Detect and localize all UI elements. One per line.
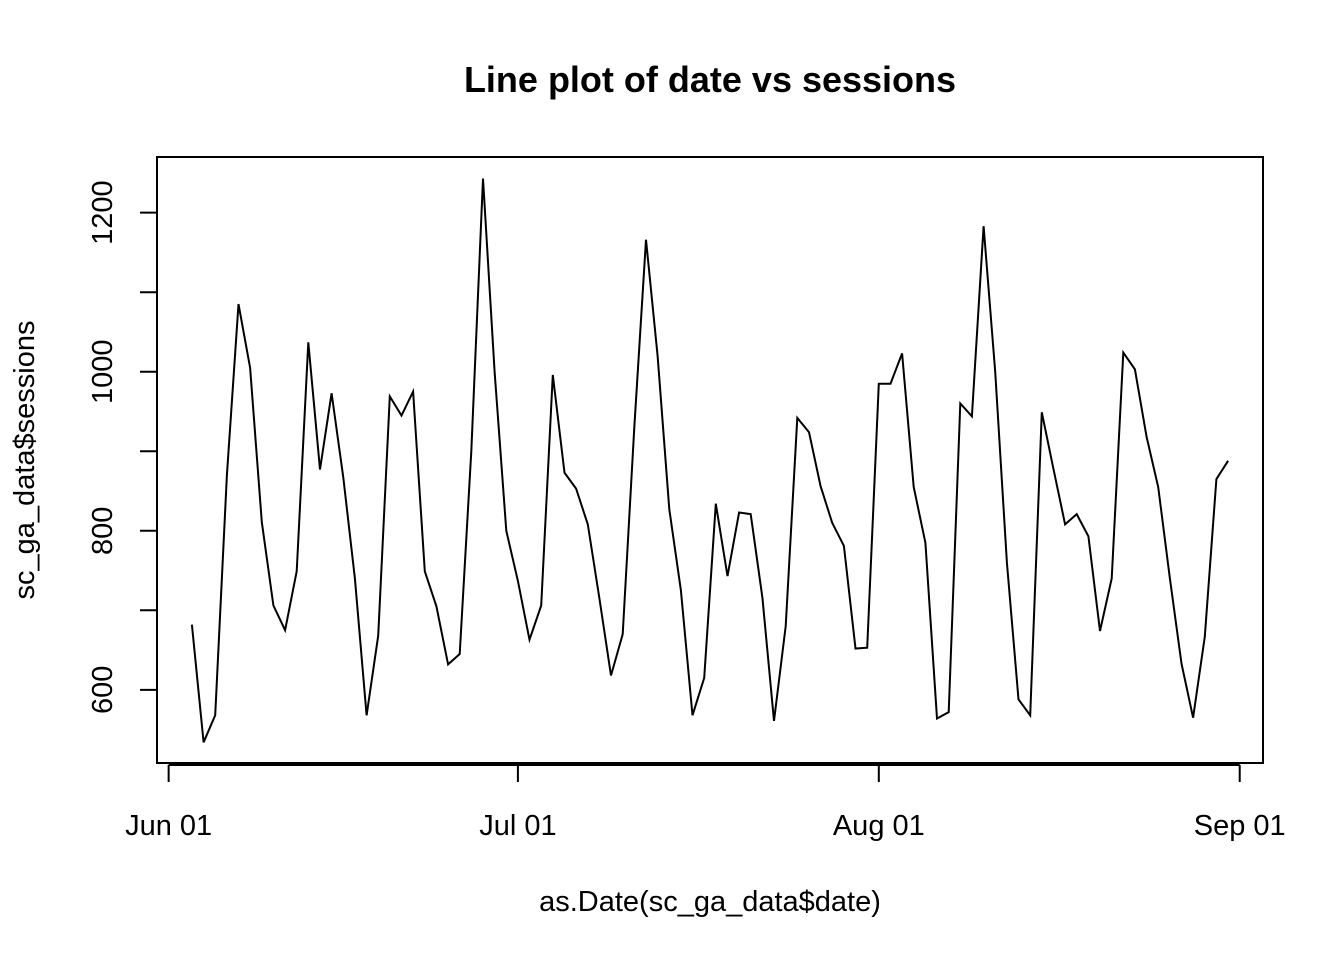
x-axis-label: as.Date(sc_ga_data$date) — [539, 886, 881, 918]
y-tick-label: 1000 — [87, 339, 119, 404]
sessions-series-line — [190, 178, 1229, 743]
x-tick-label: Aug 01 — [833, 810, 925, 842]
y-tick-label: 1200 — [87, 180, 119, 245]
y-axis-label: sc_ga_data$sessions — [9, 321, 41, 600]
x-tick-label: Sep 01 — [1194, 810, 1286, 842]
y-axis: 600 800 1000 1200 — [87, 180, 158, 714]
x-tick-label: Jul 01 — [479, 810, 556, 842]
x-tick-label: Jun 01 — [125, 810, 212, 842]
x-axis: Jun 01 Jul 01 Aug 01 Sep 01 — [125, 764, 1286, 842]
plot-frame — [156, 156, 1264, 764]
chart-title: Line plot of date vs sessions — [464, 59, 956, 100]
y-tick-label: 800 — [87, 507, 119, 555]
y-tick-label: 600 — [87, 666, 119, 714]
